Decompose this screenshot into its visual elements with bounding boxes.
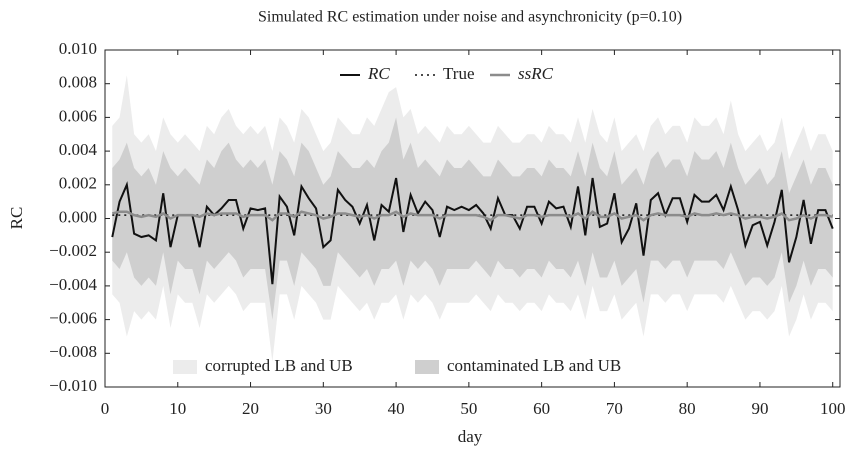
y-axis-label: RC — [7, 207, 26, 230]
y-tick-label: 0.008 — [59, 73, 97, 92]
y-tick-label: 0.004 — [59, 140, 98, 159]
legend-label: ssRC — [518, 64, 554, 83]
chart-title: Simulated RC estimation under noise and … — [258, 9, 682, 26]
x-tick-label: 30 — [315, 399, 332, 418]
y-tick-label: −0.004 — [49, 275, 97, 294]
x-axis-label: day — [458, 427, 483, 446]
series-line — [111, 210, 834, 222]
series-line — [111, 177, 834, 285]
legend-label: corrupted LB and UB — [205, 356, 353, 375]
x-tick-label: 50 — [460, 399, 477, 418]
y-tick-label: 0.010 — [59, 39, 97, 58]
y-tick-label: −0.002 — [49, 241, 97, 260]
x-tick-label: 10 — [169, 399, 186, 418]
x-tick-label: 60 — [533, 399, 550, 418]
x-tick-label: 90 — [751, 399, 768, 418]
x-tick-label: 80 — [679, 399, 696, 418]
y-tick-label: 0.002 — [59, 174, 97, 193]
legend-label: contaminated LB and UB — [447, 356, 621, 375]
y-tick-label: −0.010 — [49, 376, 97, 395]
legend-label: RC — [367, 64, 390, 83]
legend-swatch — [173, 360, 197, 374]
x-tick-label: 100 — [820, 399, 846, 418]
y-tick-label: −0.006 — [49, 309, 97, 328]
band — [112, 117, 833, 320]
x-tick-label: 70 — [606, 399, 623, 418]
legend-swatch — [415, 360, 439, 374]
y-tick-label: 0.006 — [59, 106, 97, 125]
x-tick-label: 0 — [101, 399, 110, 418]
legend-label: True — [443, 64, 475, 83]
x-tick-label: 40 — [388, 399, 405, 418]
x-tick-label: 20 — [242, 399, 259, 418]
y-tick-label: 0.000 — [59, 207, 97, 226]
y-tick-label: −0.008 — [49, 342, 97, 361]
